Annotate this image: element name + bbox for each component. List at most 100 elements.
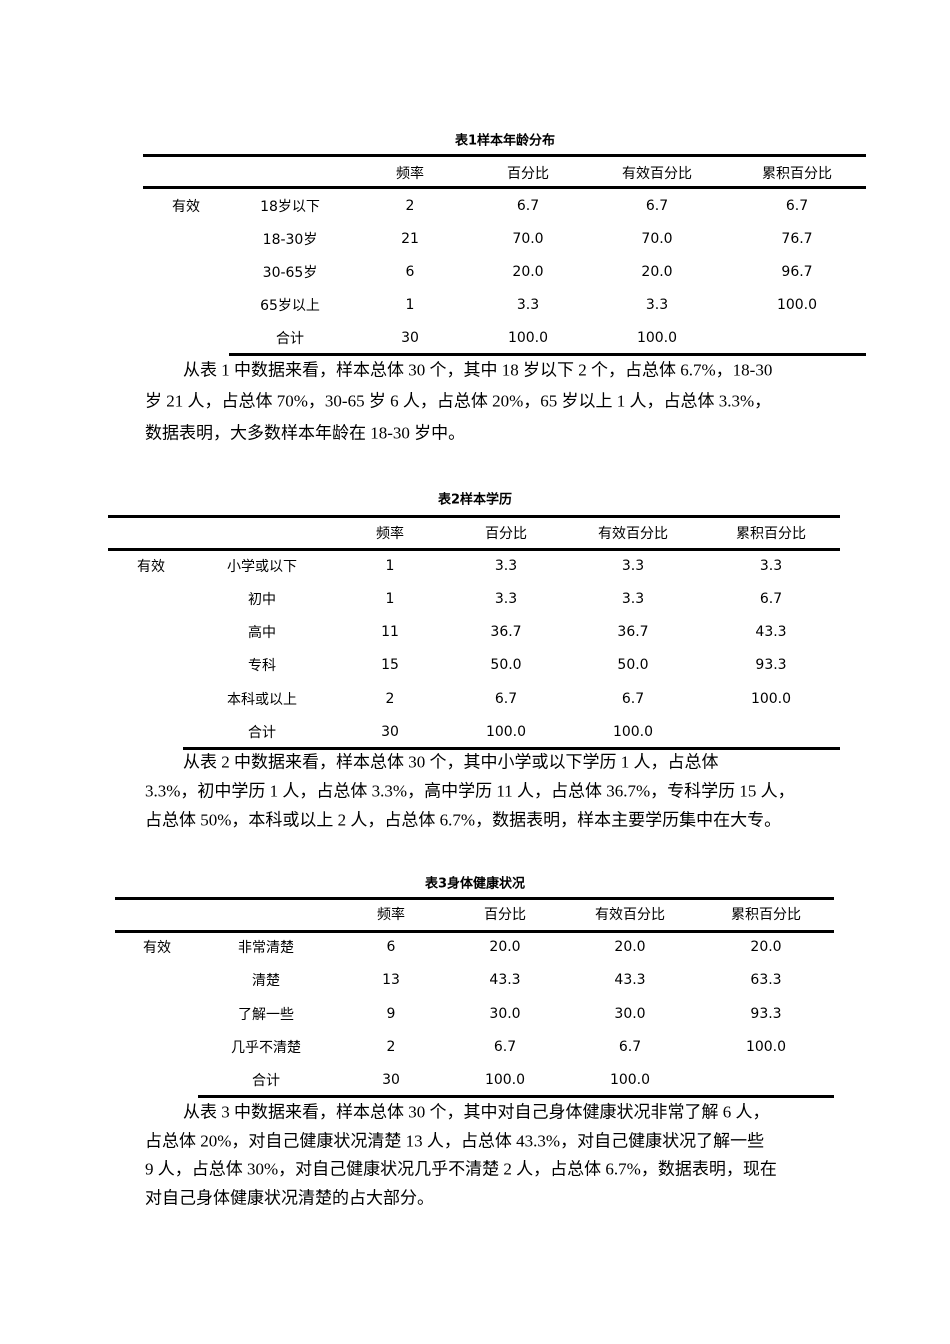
table-cell: 30.0 (489, 1006, 521, 1022)
table-cell: 6.7 (759, 591, 783, 607)
table-bottom-rule (198, 1095, 834, 1098)
column-header: 频率 (376, 526, 404, 542)
table-cell: 9 (386, 1006, 396, 1022)
table-cell: 1 (405, 297, 415, 313)
table-cell: 93.3 (750, 1006, 782, 1022)
table-cell: 30.0 (614, 1006, 646, 1022)
table-cell: 3.3 (494, 558, 518, 574)
column-header: 累积百分比 (762, 166, 832, 182)
table-cell: 96.7 (781, 264, 813, 280)
table-cell: 100.0 (507, 330, 549, 346)
table-cell: 2 (385, 691, 395, 707)
column-header: 累积百分比 (736, 526, 806, 542)
table-cell: 3.3 (516, 297, 540, 313)
table-cell: 100.0 (485, 724, 527, 740)
table-title: 表3身体健康状况 (424, 876, 526, 892)
table-cell: 3.3 (621, 591, 645, 607)
table-cell: 100.0 (745, 1039, 787, 1055)
paragraph-line: 占总体 50%，本科或以上 2 人，占总体 6.7%，数据表明，样本主要学历集中… (145, 810, 782, 830)
table-header-rule (143, 186, 866, 189)
column-header: 百分比 (484, 907, 526, 923)
table-cell: 63.3 (750, 972, 782, 988)
table-cell: 几乎不清楚 (231, 1040, 301, 1056)
table-cell: 有效 (143, 940, 171, 956)
table-top-rule (115, 897, 834, 900)
table-cell: 清楚 (252, 973, 280, 989)
table-cell: 100.0 (484, 1072, 526, 1088)
table-cell: 3.3 (759, 558, 783, 574)
table-cell: 合计 (248, 725, 276, 741)
table-cell: 非常清楚 (238, 940, 294, 956)
table-cell: 18-30岁 (262, 232, 318, 248)
paragraph-line: 数据表明，大多数样本年龄在 18-30 岁中。 (145, 423, 466, 443)
table-cell: 30-65岁 (262, 265, 318, 281)
paragraph-line: 3.3%，初中学历 1 人，占总体 3.3%，高中学历 11 人，占总体 36.… (145, 781, 795, 801)
table-cell: 20.0 (750, 939, 782, 955)
column-header: 有效百分比 (595, 907, 665, 923)
table-cell: 6.7 (493, 1039, 517, 1055)
table-title: 表2样本学历 (437, 492, 513, 508)
table-cell: 本科或以上 (227, 692, 297, 708)
table-bottom-rule (229, 353, 866, 356)
table-cell: 了解一些 (238, 1007, 294, 1023)
paragraph-line: 9 人，占总体 30%，对自己健康状况几乎不清楚 2 人，占总体 6.7%，数据… (145, 1159, 777, 1179)
table-cell: 3.3 (494, 591, 518, 607)
table-cell: 6.7 (621, 691, 645, 707)
table-bottom-rule (183, 747, 840, 750)
table-cell: 2 (386, 1039, 396, 1055)
table-cell: 6 (386, 939, 396, 955)
table-cell: 20.0 (614, 939, 646, 955)
table-cell: 13 (382, 972, 400, 988)
table-header-rule (108, 548, 840, 551)
paragraph-line: 占总体 20%，对自己健康状况清楚 13 人，占总体 43.3%，对自己健康状况… (145, 1131, 765, 1151)
table-cell: 有效 (137, 559, 165, 575)
paragraph-line: 从表 3 中数据来看，样本总体 30 个，其中对自己身体健康状况非常了解 6 人… (183, 1102, 770, 1122)
paragraph-line: 从表 2 中数据来看，样本总体 30 个，其中小学或以下学历 1 人，占总体 (183, 752, 719, 772)
table-cell: 6.7 (618, 1039, 642, 1055)
table-cell: 6.7 (516, 198, 540, 214)
table-cell: 100.0 (750, 691, 792, 707)
paragraph-line: 对自己身体健康状况清楚的占大部分。 (145, 1188, 434, 1208)
paragraph-line: 从表 1 中数据来看，样本总体 30 个，其中 18 岁以下 2 个，占总体 6… (183, 360, 773, 380)
table-cell: 小学或以下 (227, 559, 297, 575)
table-cell: 43.3 (755, 624, 787, 640)
table-cell: 专科 (248, 658, 276, 674)
table-cell: 20.0 (641, 264, 673, 280)
table-cell: 36.7 (617, 624, 649, 640)
table-cell: 100.0 (612, 724, 654, 740)
table-cell: 20.0 (512, 264, 544, 280)
table-cell: 1 (385, 558, 395, 574)
table-cell: 30 (401, 330, 419, 346)
table-cell: 30 (381, 724, 399, 740)
table-top-rule (108, 515, 840, 518)
table-cell: 初中 (248, 592, 276, 608)
paragraph-line: 岁 21 人，占总体 70%，30-65 岁 6 人，占总体 20%，65 岁以… (145, 391, 772, 411)
table-header-rule (115, 930, 834, 933)
column-header: 频率 (377, 907, 405, 923)
table-cell: 76.7 (781, 231, 813, 247)
column-header: 频率 (396, 166, 424, 182)
table-cell: 高中 (248, 625, 276, 641)
table-cell: 50.0 (490, 657, 522, 673)
column-header: 百分比 (507, 166, 549, 182)
table-cell: 3.3 (645, 297, 669, 313)
table-cell: 11 (381, 624, 399, 640)
table-cell: 70.0 (641, 231, 673, 247)
column-header: 有效百分比 (598, 526, 668, 542)
table-cell: 36.7 (490, 624, 522, 640)
table-cell: 100.0 (776, 297, 818, 313)
table-cell: 6.7 (785, 198, 809, 214)
table-cell: 合计 (252, 1073, 280, 1089)
table-cell: 18岁以下 (260, 199, 320, 215)
table-cell: 100.0 (609, 1072, 651, 1088)
table-top-rule (143, 154, 866, 157)
table-cell: 21 (401, 231, 419, 247)
table-cell: 6.7 (494, 691, 518, 707)
table-cell: 20.0 (489, 939, 521, 955)
table-title: 表1样本年龄分布 (454, 133, 556, 149)
column-header: 百分比 (485, 526, 527, 542)
table-cell: 6.7 (645, 198, 669, 214)
table-cell: 100.0 (636, 330, 678, 346)
table-cell: 合计 (276, 331, 304, 347)
